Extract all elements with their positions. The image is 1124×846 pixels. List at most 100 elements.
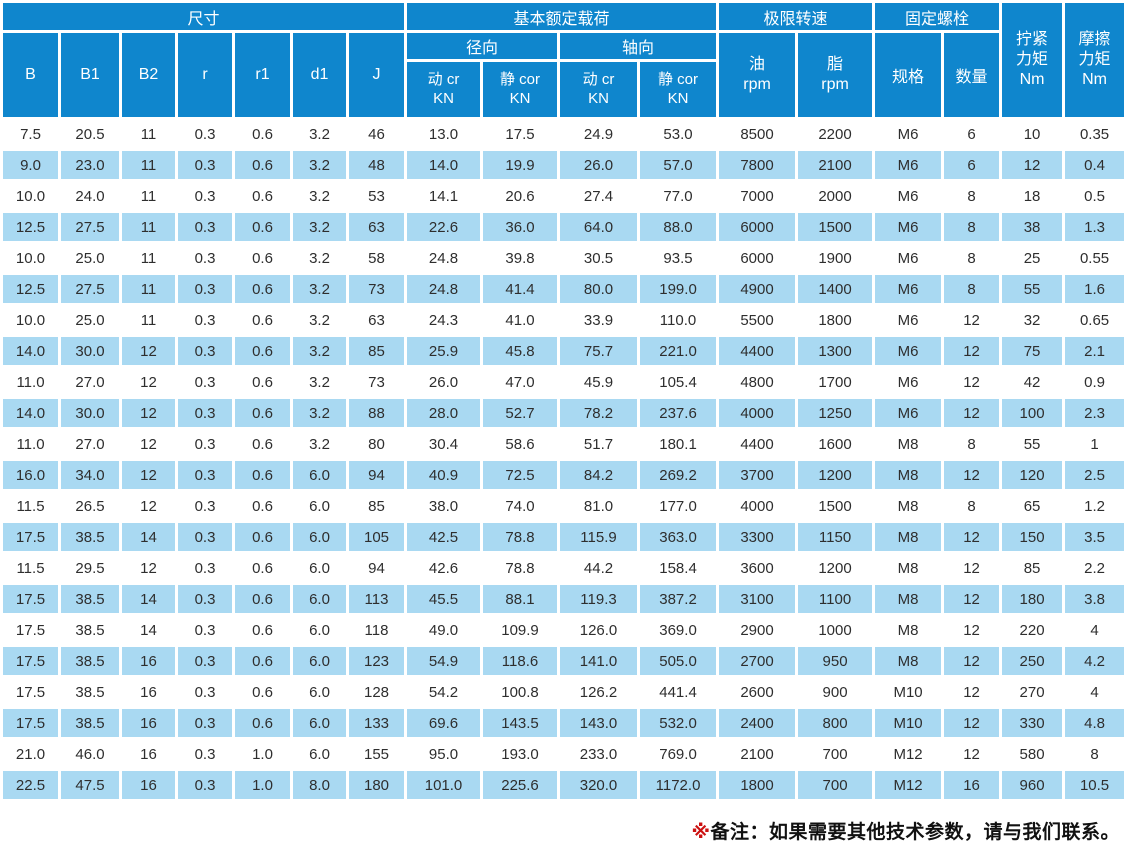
- cell-rad-dyn: 54.2: [407, 678, 481, 706]
- cell-rad-static: 100.8: [483, 678, 558, 706]
- cell-ax-dyn: 81.0: [560, 492, 638, 520]
- col-header-axial-dynamic: 动 cr KN: [560, 62, 638, 117]
- col-header-j: J: [349, 33, 405, 117]
- cell-r1: 0.6: [235, 275, 290, 303]
- cell-b: 17.5: [3, 585, 58, 613]
- cell-rad-dyn: 40.9: [407, 461, 481, 489]
- cell-b1: 38.5: [61, 616, 119, 644]
- cell-friction-torque: 2.5: [1065, 461, 1124, 489]
- cell-b1: 30.0: [61, 399, 119, 427]
- cell-oil-rpm: 2100: [719, 740, 796, 768]
- cell-tighten-torque: 55: [1002, 275, 1063, 303]
- cell-bolt-qty: 12: [944, 306, 1000, 334]
- cell-ax-static: 77.0: [640, 182, 717, 210]
- cell-ax-static: 237.6: [640, 399, 717, 427]
- footnote: ※备注：如果需要其他技术参数，请与我们联系。: [692, 817, 1121, 844]
- cell-r: 0.3: [178, 461, 232, 489]
- cell-rad-dyn: 25.9: [407, 337, 481, 365]
- cell-b1: 46.0: [61, 740, 119, 768]
- cell-friction-torque: 0.65: [1065, 306, 1124, 334]
- cell-d1: 6.0: [293, 492, 346, 520]
- table-row: 22.5 47.5 16 0.3 1.0 8.0 180 101.0 225.6 320.0 117…: [3, 771, 1124, 799]
- table-row: 12.5 27.5 11 0.3 0.6 3.2 63 22.6 36.0 64.0 88.0 600…: [3, 213, 1124, 241]
- cell-r1: 0.6: [235, 120, 290, 148]
- cell-bolt-spec: M8: [875, 523, 942, 551]
- cell-b1: 34.0: [61, 461, 119, 489]
- cell-d1: 3.2: [293, 275, 346, 303]
- cell-rad-static: 78.8: [483, 523, 558, 551]
- cell-rad-static: 36.0: [483, 213, 558, 241]
- cell-ax-static: 221.0: [640, 337, 717, 365]
- cell-bolt-qty: 12: [944, 461, 1000, 489]
- cell-rad-static: 47.0: [483, 368, 558, 396]
- cell-friction-torque: 4: [1065, 616, 1124, 644]
- table-row: 17.5 38.5 14 0.3 0.6 6.0 105 42.5 78.8 115.9 363.0…: [3, 523, 1124, 551]
- cell-rad-dyn: 13.0: [407, 120, 481, 148]
- cell-ax-static: 199.0: [640, 275, 717, 303]
- cell-bolt-spec: M6: [875, 213, 942, 241]
- cell-oil-rpm: 2700: [719, 647, 796, 675]
- cell-ax-dyn: 233.0: [560, 740, 638, 768]
- cell-r1: 0.6: [235, 709, 290, 737]
- cell-b: 10.0: [3, 306, 58, 334]
- cell-bolt-qty: 8: [944, 244, 1000, 272]
- cell-b1: 47.5: [61, 771, 119, 799]
- cell-bolt-qty: 12: [944, 523, 1000, 551]
- cell-tighten-torque: 65: [1002, 492, 1063, 520]
- cell-b1: 27.0: [61, 430, 119, 458]
- cell-ax-dyn: 45.9: [560, 368, 638, 396]
- cell-j: 155: [349, 740, 405, 768]
- cell-bolt-qty: 12: [944, 647, 1000, 675]
- cell-tighten-torque: 150: [1002, 523, 1063, 551]
- cell-b2: 12: [122, 492, 175, 520]
- cell-ax-static: 110.0: [640, 306, 717, 334]
- cell-b: 17.5: [3, 678, 58, 706]
- col-header-r1: r1: [235, 33, 290, 117]
- table-header: 尺寸 基本额定载荷 极限转速 固定螺栓 拧紧 力矩 Nm 摩擦 力矩 Nm B …: [3, 3, 1124, 117]
- cell-ax-static: 53.0: [640, 120, 717, 148]
- cell-r1: 0.6: [235, 492, 290, 520]
- cell-bolt-spec: M6: [875, 120, 942, 148]
- cell-ax-dyn: 75.7: [560, 337, 638, 365]
- cell-r: 0.3: [178, 709, 232, 737]
- cell-bolt-spec: M8: [875, 492, 942, 520]
- cell-b2: 12: [122, 461, 175, 489]
- cell-friction-torque: 3.5: [1065, 523, 1124, 551]
- cell-oil-rpm: 3600: [719, 554, 796, 582]
- cell-bolt-qty: 12: [944, 678, 1000, 706]
- cell-d1: 6.0: [293, 616, 346, 644]
- table-row: 11.5 29.5 12 0.3 0.6 6.0 94 42.6 78.8 44.2 158.4 36…: [3, 554, 1124, 582]
- cell-r: 0.3: [178, 771, 232, 799]
- cell-oil-rpm: 4400: [719, 337, 796, 365]
- cell-friction-torque: 4.8: [1065, 709, 1124, 737]
- cell-ax-dyn: 84.2: [560, 461, 638, 489]
- cell-b2: 11: [122, 182, 175, 210]
- cell-rad-dyn: 69.6: [407, 709, 481, 737]
- cell-bolt-qty: 12: [944, 616, 1000, 644]
- table-row: 14.0 30.0 12 0.3 0.6 3.2 88 28.0 52.7 78.2 237.6 40…: [3, 399, 1124, 427]
- cell-ax-dyn: 78.2: [560, 399, 638, 427]
- cell-ax-dyn: 143.0: [560, 709, 638, 737]
- cell-r: 0.3: [178, 523, 232, 551]
- cell-b: 10.0: [3, 244, 58, 272]
- bearing-spec-table: 尺寸 基本额定载荷 极限转速 固定螺栓 拧紧 力矩 Nm 摩擦 力矩 Nm B …: [3, 3, 1124, 799]
- cell-ax-static: 158.4: [640, 554, 717, 582]
- table-row: 9.0 23.0 11 0.3 0.6 3.2 48 14.0 19.9 26.0 57.0 7800…: [3, 151, 1124, 179]
- cell-j: 85: [349, 337, 405, 365]
- cell-rad-static: 225.6: [483, 771, 558, 799]
- table-row: 10.0 25.0 11 0.3 0.6 3.2 58 24.8 39.8 30.5 93.5 600…: [3, 244, 1124, 272]
- cell-b: 14.0: [3, 399, 58, 427]
- cell-ax-static: 88.0: [640, 213, 717, 241]
- cell-rad-static: 41.0: [483, 306, 558, 334]
- cell-friction-torque: 0.4: [1065, 151, 1124, 179]
- cell-friction-torque: 4.2: [1065, 647, 1124, 675]
- table-row: 16.0 34.0 12 0.3 0.6 6.0 94 40.9 72.5 84.2 269.2 37…: [3, 461, 1124, 489]
- cell-b1: 30.0: [61, 337, 119, 365]
- cell-b1: 23.0: [61, 151, 119, 179]
- cell-bolt-spec: M6: [875, 368, 942, 396]
- cell-oil-rpm: 4000: [719, 492, 796, 520]
- cell-j: 63: [349, 306, 405, 334]
- cell-b: 11.5: [3, 492, 58, 520]
- cell-b1: 29.5: [61, 554, 119, 582]
- cell-j: 58: [349, 244, 405, 272]
